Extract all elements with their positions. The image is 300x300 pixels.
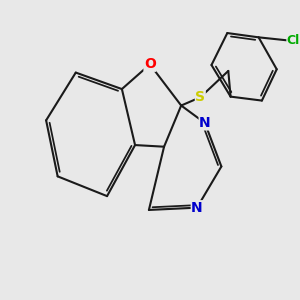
Text: O: O: [144, 57, 156, 71]
Text: N: N: [191, 201, 203, 215]
Text: N: N: [199, 116, 211, 130]
Text: S: S: [195, 90, 205, 104]
Text: Cl: Cl: [287, 34, 300, 47]
